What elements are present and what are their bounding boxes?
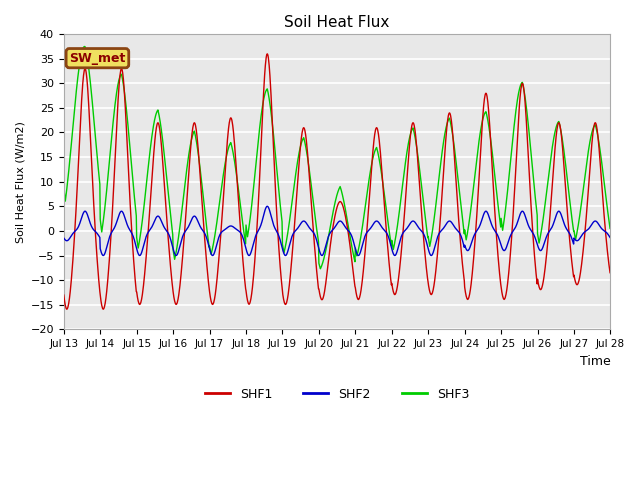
SHF3 [606, 226, 614, 231]
SHF3 [542, 195, 550, 201]
SHF1 [243, 293, 251, 299]
SHF1 [63, 306, 70, 312]
Text: SW_met: SW_met [69, 52, 125, 65]
Title: Soil Heat Flux: Soil Heat Flux [284, 15, 390, 30]
SHF2 [606, 235, 614, 240]
Line: SHF2: SHF2 [64, 206, 610, 255]
SHF1 [494, 249, 502, 255]
SHF1 [264, 51, 271, 57]
SHF2 [422, 239, 430, 244]
SHF2 [60, 235, 68, 241]
SHF1 [542, 258, 550, 264]
SHF3 [317, 266, 324, 272]
SHF2 [264, 204, 271, 209]
SHF2 [168, 241, 176, 247]
SHF2 [542, 235, 550, 241]
SHF2 [181, 228, 189, 234]
SHF3 [422, 224, 430, 229]
Legend: SHF1, SHF2, SHF3: SHF1, SHF2, SHF3 [200, 383, 474, 406]
SHF3 [494, 199, 502, 205]
SHF1 [182, 215, 189, 221]
Line: SHF1: SHF1 [64, 54, 610, 309]
X-axis label: Time: Time [580, 355, 611, 368]
SHF3 [60, 185, 68, 191]
SHF3 [182, 176, 189, 181]
SHF1 [60, 292, 68, 298]
SHF1 [606, 270, 614, 276]
SHF2 [494, 232, 502, 238]
Line: SHF3: SHF3 [64, 47, 610, 269]
SHF2 [209, 252, 216, 258]
Y-axis label: Soil Heat Flux (W/m2): Soil Heat Flux (W/m2) [15, 120, 25, 242]
SHF3 [168, 228, 176, 234]
SHF3 [81, 44, 88, 49]
SHF2 [243, 249, 251, 254]
SHF1 [422, 265, 430, 271]
SHF1 [168, 283, 176, 288]
SHF3 [243, 228, 251, 234]
